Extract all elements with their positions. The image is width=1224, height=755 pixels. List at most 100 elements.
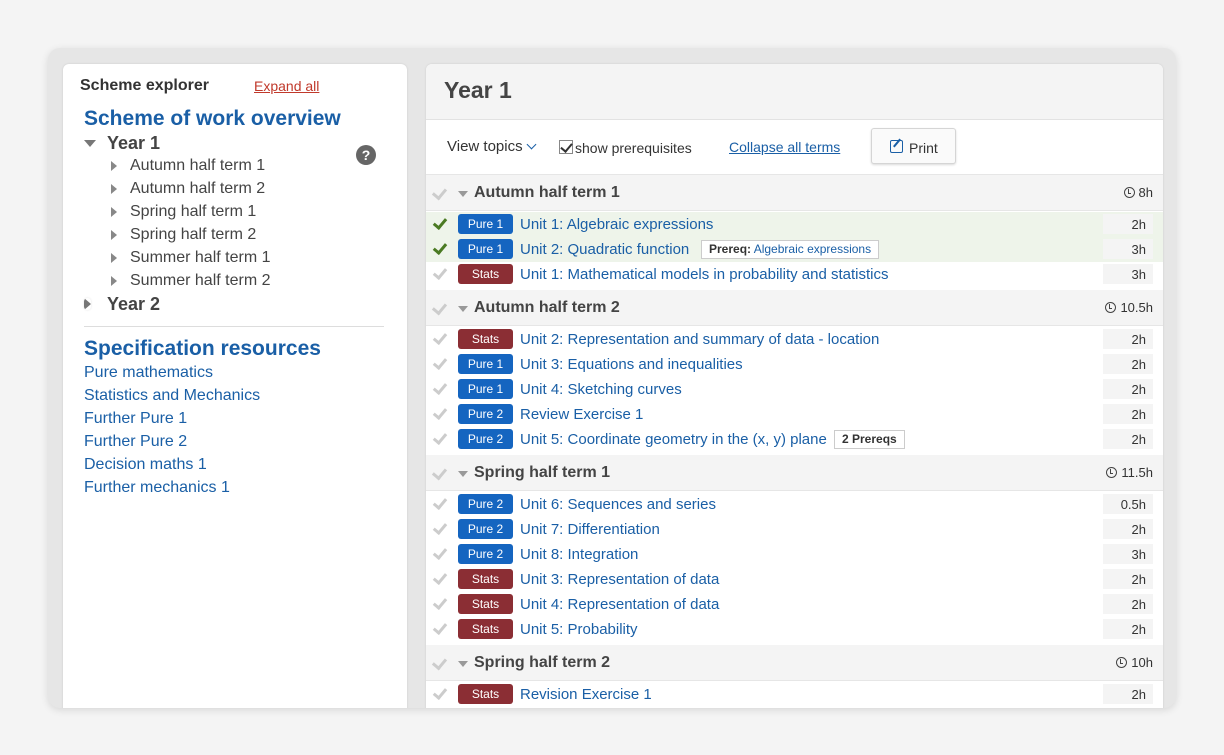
show-prerequisites-checkbox[interactable]	[559, 140, 573, 154]
term-hours: 10h	[1116, 655, 1153, 670]
unit-link[interactable]: Unit 5: Probability	[520, 621, 638, 638]
unit-hours: 2h	[1103, 594, 1153, 614]
unit-link[interactable]: Unit 4: Representation of data	[520, 596, 720, 613]
clock-icon	[1105, 302, 1117, 313]
check-icon[interactable]	[431, 184, 448, 201]
prereq-text: Algebraic expressions	[753, 242, 872, 256]
unit-hours: 2h	[1103, 619, 1153, 639]
check-icon[interactable]	[432, 404, 448, 421]
chevron-down-icon[interactable]	[458, 191, 468, 197]
term-title[interactable]: Spring half term 1	[474, 464, 611, 481]
spec-link-stats-mech[interactable]: Statistics and Mechanics	[84, 387, 261, 404]
term-list: Autumn half term 1 8h Pure 1 Unit 1: Algebr…	[426, 175, 1163, 708]
check-icon[interactable]	[432, 214, 448, 231]
show-prerequisites-label[interactable]: show prerequisites	[575, 140, 692, 156]
chevron-right-icon	[111, 276, 117, 286]
edit-icon	[890, 140, 903, 153]
course-badge: Stats	[458, 594, 513, 614]
course-badge: Stats	[458, 329, 513, 349]
unit-link[interactable]: Review Exercise 1	[520, 406, 644, 423]
check-icon[interactable]	[432, 429, 448, 446]
unit-row: Pure 1 Unit 3: Equations and inequalities…	[426, 352, 1163, 377]
chevron-right-icon	[111, 207, 117, 217]
term-title[interactable]: Autumn half term 1	[474, 184, 620, 201]
term-title[interactable]: Autumn half term 2	[474, 299, 620, 316]
spec-link-decision-1[interactable]: Decision maths 1	[84, 456, 207, 473]
scheme-overview-link[interactable]: Scheme of work overview	[84, 107, 341, 130]
spec-link-further-pure-1[interactable]: Further Pure 1	[84, 410, 188, 427]
unit-link[interactable]: Unit 3: Equations and inequalities	[520, 356, 743, 373]
chevron-right-icon	[111, 184, 117, 194]
check-icon[interactable]	[431, 299, 448, 316]
check-icon[interactable]	[431, 654, 448, 671]
unit-link[interactable]: Unit 8: Integration	[520, 546, 639, 563]
chevron-down-icon[interactable]	[458, 661, 468, 667]
unit-link[interactable]: Unit 5: Coordinate geometry in the (x, y…	[520, 431, 827, 448]
unit-link[interactable]: Unit 3: Representation of data	[520, 571, 720, 588]
unit-link[interactable]: Revision Exercise 1	[520, 686, 652, 703]
help-icon[interactable]: ?	[356, 145, 376, 165]
collapse-all-terms-link[interactable]: Collapse all terms	[729, 139, 841, 155]
check-icon[interactable]	[432, 594, 448, 611]
tree-term-summer-2[interactable]: Summer half term 2	[130, 272, 271, 289]
term-section-header[interactable]: Autumn half term 1 8h	[426, 175, 1163, 211]
unit-hours: 2h	[1103, 684, 1153, 704]
check-icon[interactable]	[432, 544, 448, 561]
unit-row: Pure 2 Unit 6: Sequences and series 0.5h	[426, 492, 1163, 517]
tree-term-autumn-1[interactable]: Autumn half term 1	[130, 157, 266, 174]
year1-item[interactable]: Year 1	[107, 133, 161, 153]
check-icon[interactable]	[432, 569, 448, 586]
unit-hours: 2h	[1103, 404, 1153, 424]
unit-link[interactable]: Unit 1: Algebraic expressions	[520, 216, 714, 233]
year2-item[interactable]: Year 2	[107, 294, 161, 314]
course-badge: Pure 2	[458, 429, 513, 449]
course-badge: Pure 1	[458, 214, 513, 234]
course-badge: Pure 1	[458, 354, 513, 374]
unit-link[interactable]: Unit 2: Quadratic function	[520, 241, 690, 258]
unit-link[interactable]: Unit 2: Representation and summary of da…	[520, 331, 880, 348]
expand-all-link[interactable]: Expand all	[254, 78, 320, 94]
term-section-header[interactable]: Spring half term 2 10h	[426, 645, 1163, 681]
unit-row: Pure 2 Unit 7: Differentiation 2h	[426, 517, 1163, 542]
term-hours-value: 11.5h	[1121, 465, 1153, 480]
year2-expand-icon[interactable]	[84, 298, 91, 310]
check-icon[interactable]	[432, 494, 448, 511]
tree-term-autumn-2[interactable]: Autumn half term 2	[130, 180, 266, 197]
unit-link[interactable]: Unit 7: Differentiation	[520, 521, 660, 538]
check-icon[interactable]	[432, 239, 448, 256]
prerequisite-tag[interactable]: 2 Prereqs	[834, 430, 905, 449]
spec-link-further-pure-2[interactable]: Further Pure 2	[84, 433, 188, 450]
check-icon[interactable]	[432, 619, 448, 636]
term-section-header[interactable]: Spring half term 1 11.5h	[426, 455, 1163, 491]
unit-link[interactable]: Unit 1: Mathematical models in probabili…	[520, 266, 889, 283]
check-icon[interactable]	[432, 519, 448, 536]
chevron-down-icon[interactable]	[458, 471, 468, 477]
check-icon[interactable]	[432, 379, 448, 396]
tree-term-spring-1[interactable]: Spring half term 1	[130, 203, 257, 220]
spec-link-further-mech-1[interactable]: Further mechanics 1	[84, 479, 230, 496]
tree-term-spring-2[interactable]: Spring half term 2	[130, 226, 257, 243]
year1-collapse-icon[interactable]	[84, 140, 96, 147]
chevron-down-icon[interactable]	[526, 139, 537, 150]
check-icon[interactable]	[432, 684, 448, 701]
unit-link[interactable]: Unit 4: Sketching curves	[520, 381, 682, 398]
term-title[interactable]: Spring half term 2	[474, 654, 611, 671]
print-button[interactable]: Print	[871, 128, 956, 164]
term-section-header[interactable]: Autumn half term 2 10.5h	[426, 290, 1163, 326]
unit-row: Stats Unit 4: Representation of data 2h	[426, 592, 1163, 617]
check-icon[interactable]	[432, 329, 448, 346]
tree-term-summer-1[interactable]: Summer half term 1	[130, 249, 271, 266]
course-badge: Pure 2	[458, 544, 513, 564]
check-icon[interactable]	[432, 264, 448, 281]
prerequisite-tag[interactable]: Prereq: Algebraic expressions	[701, 240, 880, 259]
chevron-down-icon[interactable]	[458, 306, 468, 312]
unit-link[interactable]: Unit 6: Sequences and series	[520, 496, 716, 513]
term-hours: 11.5h	[1106, 465, 1153, 480]
view-topics-dropdown[interactable]: View topics	[447, 138, 523, 155]
prereq-label: Prereq:	[709, 242, 752, 256]
chevron-right-icon	[111, 230, 117, 240]
spec-link-pure[interactable]: Pure mathematics	[84, 364, 213, 381]
chevron-right-icon	[111, 253, 117, 263]
check-icon[interactable]	[431, 464, 448, 481]
check-icon[interactable]	[432, 354, 448, 371]
